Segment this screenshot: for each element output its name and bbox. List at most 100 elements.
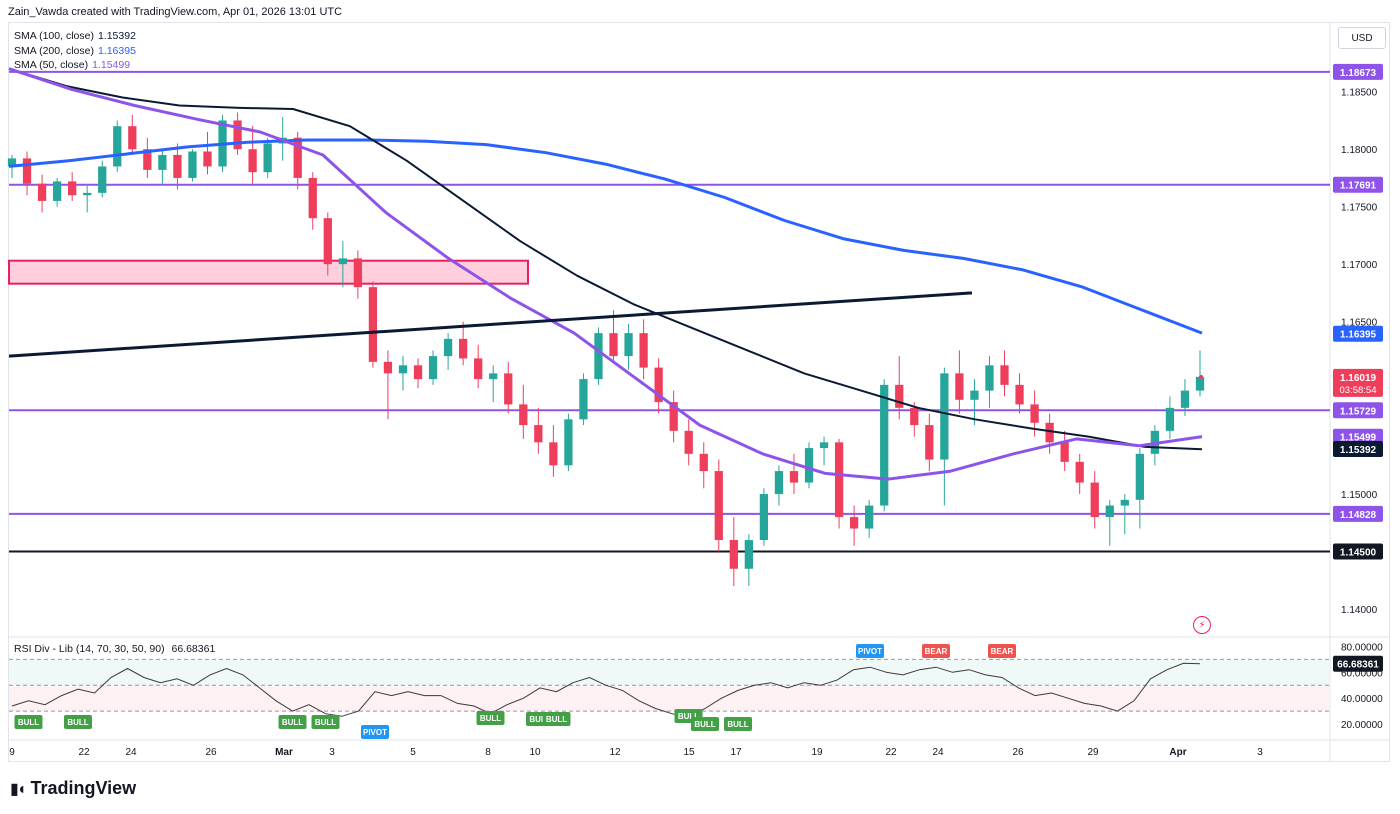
- rsi-signal-badge: [14, 715, 43, 729]
- level-price-badge: [1333, 176, 1383, 193]
- rsi-signal-badge: [988, 644, 1016, 658]
- rsi-signal-label: BULL: [678, 712, 699, 721]
- legend-sma200[interactable]: SMA (200, close) 1.16395: [14, 44, 136, 57]
- price-tick-label: 1.16500: [1341, 318, 1378, 329]
- candle-body: [413, 365, 423, 380]
- candle-body: [714, 471, 723, 541]
- sma100-line: [8, 67, 1203, 451]
- time-tick-label: 29: [1087, 747, 1099, 758]
- legend-sma100[interactable]: SMA (100, close) 1.15392: [14, 30, 136, 42]
- candle-body: [248, 149, 257, 173]
- time-tick-label: 17: [730, 747, 742, 758]
- candle-body: [774, 471, 784, 495]
- attribution-text: Zain_Vawda created with TradingView.com,…: [8, 6, 343, 18]
- candle-body: [849, 517, 859, 529]
- tradingview-logo[interactable]: ▮◖ TradingView: [10, 778, 137, 798]
- level-price-badge: [1333, 543, 1383, 560]
- axis-price-label: 1.16395: [1340, 330, 1377, 341]
- candle-body: [7, 158, 17, 167]
- candle-body: [338, 258, 347, 265]
- candle-body: [940, 373, 949, 460]
- candle-body: [37, 183, 47, 201]
- candle-body: [579, 379, 588, 420]
- rsi-value-badge: [1333, 655, 1383, 672]
- trendline: [8, 291, 973, 358]
- candle-body: [1105, 505, 1114, 518]
- rsi-signal-label: BULL: [727, 720, 748, 729]
- candle-body: [83, 192, 92, 196]
- indicator-legend: SMA (100, close) 1.15392 SMA (200, close)…: [14, 29, 136, 73]
- candle-body: [128, 126, 137, 150]
- chart-frame: [8, 22, 1390, 762]
- axis-price-badge: [1333, 368, 1383, 397]
- candle-body: [624, 333, 633, 357]
- candle-body: [293, 137, 302, 178]
- legend-sma50-value: 1.15499: [92, 59, 131, 71]
- rsi-signal-label: BULL: [694, 720, 715, 729]
- time-tick-label: 26: [205, 747, 217, 758]
- candle-body: [398, 365, 408, 374]
- candle-body: [759, 494, 769, 541]
- countdown-label: 03:58:54: [1340, 385, 1377, 396]
- candle-body: [1075, 461, 1084, 483]
- legend-sma200-value: 1.16395: [97, 44, 136, 57]
- price-tick-label: 1.17500: [1341, 203, 1378, 214]
- candle-body: [1000, 365, 1009, 385]
- candle-body: [744, 540, 753, 569]
- axis-price-badge: [1333, 428, 1383, 445]
- candle-body: [158, 154, 167, 170]
- candle-body: [52, 181, 62, 201]
- axis-price-label: 1.16019: [1340, 373, 1377, 384]
- candle-body: [669, 402, 678, 431]
- candle-body: [819, 442, 829, 449]
- candle-body: [308, 177, 317, 219]
- legend-sma50[interactable]: SMA (50, close) 1.15499: [14, 59, 131, 71]
- rsi-tick-label: 20.00000: [1341, 720, 1383, 731]
- axis-price-badge: [1333, 440, 1383, 457]
- candle-body: [1180, 390, 1190, 408]
- rsi-tick-label: 40.00000: [1341, 694, 1383, 705]
- time-tick-label: 19: [811, 747, 823, 758]
- candle-body: [428, 356, 438, 380]
- level-price-label: 1.18673: [1340, 68, 1377, 79]
- candle-body: [804, 448, 814, 483]
- level-price-label: 1.14500: [1340, 548, 1377, 559]
- candle-body: [1135, 453, 1144, 500]
- time-tick-label: Apr: [1169, 747, 1186, 758]
- rsi-signal-label: PIVOT: [363, 728, 387, 737]
- time-tick-label: 22: [885, 747, 897, 758]
- level-price-badge: [1333, 402, 1383, 419]
- candle-body: [895, 384, 904, 408]
- rsi-signal-label: BULL: [529, 715, 550, 724]
- rsi-signal-label: BEAR: [991, 647, 1014, 656]
- candle-body: [1030, 404, 1039, 423]
- candle-body: [353, 258, 363, 288]
- time-tick-label: 10: [529, 747, 541, 758]
- price-tick-label: 1.15000: [1341, 490, 1378, 501]
- currency-selector[interactable]: USD: [1338, 27, 1386, 49]
- level-price-label: 1.17691: [1340, 181, 1377, 192]
- candle-body: [368, 287, 378, 362]
- candle-body: [684, 430, 693, 454]
- time-tick-label: 8: [485, 747, 491, 758]
- rsi-lower-band: [9, 685, 1330, 712]
- rsi-tick-label: 80.00000: [1341, 642, 1383, 653]
- candle-body: [654, 367, 663, 403]
- rsi-signal-label: BULL: [480, 714, 501, 723]
- candle-body: [925, 425, 934, 460]
- time-tick-label: 12: [609, 747, 621, 758]
- candle-body: [188, 151, 197, 178]
- candle-body: [564, 419, 573, 466]
- bolt-icon[interactable]: ⚡: [1193, 616, 1211, 634]
- price-tick-label: 1.18000: [1341, 145, 1378, 156]
- candle-body: [504, 373, 513, 405]
- candle-body: [233, 120, 242, 150]
- rsi-signal-label: BULL: [546, 715, 567, 724]
- time-tick-label: 24: [932, 747, 944, 758]
- candle-body: [729, 540, 738, 569]
- candle-body: [113, 126, 122, 167]
- rsi-signal-badge: [361, 725, 389, 739]
- rsi-legend[interactable]: RSI Div - Lib (14, 70, 30, 50, 90) 66.68…: [14, 643, 216, 655]
- candle-body: [985, 365, 994, 391]
